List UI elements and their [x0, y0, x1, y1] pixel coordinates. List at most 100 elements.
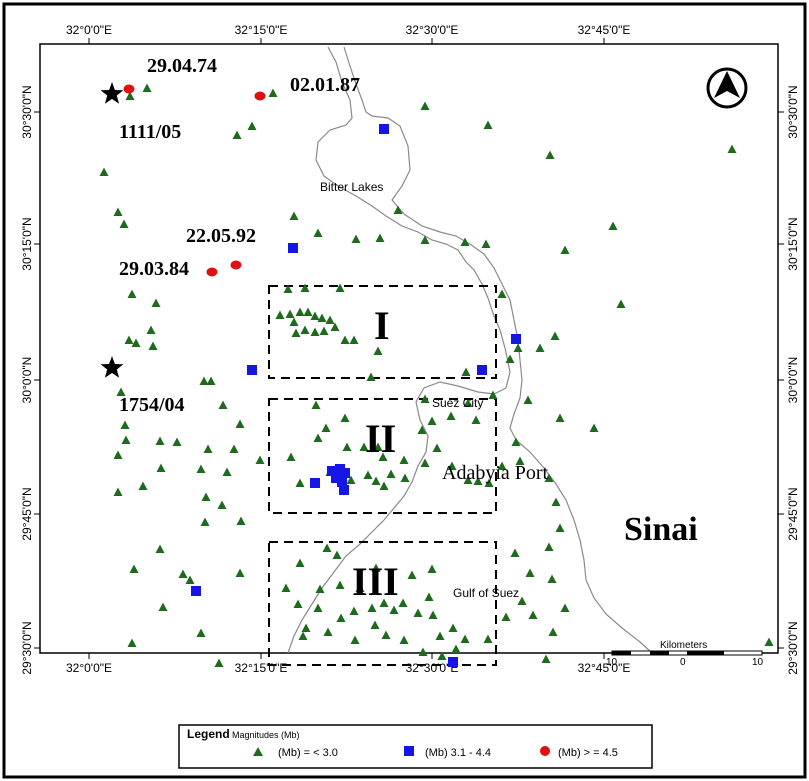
minor-event-marker: [424, 592, 434, 601]
minor-event-marker: [463, 398, 473, 407]
minor-event-marker: [325, 315, 335, 324]
minor-event-marker: [275, 310, 285, 319]
event-label-6: 1754/04: [119, 394, 185, 416]
minor-event-marker: [764, 637, 774, 646]
minor-event-marker: [525, 568, 535, 577]
minor-event-marker: [313, 603, 323, 612]
minor-event-marker: [471, 415, 481, 424]
legend-title: Legend: [187, 727, 230, 741]
scale-label-left: 10: [606, 657, 618, 668]
moderate-event-marker: [310, 478, 320, 488]
minor-event-marker: [427, 564, 437, 573]
minor-event-marker: [113, 450, 123, 459]
minor-event-marker: [483, 120, 493, 129]
label-adabyia-port: Adabyia Port: [442, 462, 549, 484]
label-bitter-lakes: Bitter Lakes: [320, 180, 383, 194]
minor-event-marker: [420, 458, 430, 467]
minor-event-marker: [217, 500, 227, 509]
minor-event-marker: [427, 416, 437, 425]
minor-event-marker: [481, 239, 491, 248]
minor-event-marker: [417, 425, 427, 434]
moderate-event-marker: [477, 365, 487, 375]
lat-left-3: 30°0'0"N: [20, 357, 34, 404]
major-event-marker: [230, 260, 242, 270]
minor-event-marker: [446, 411, 456, 420]
minor-event-marker: [99, 167, 109, 176]
minor-event-marker: [432, 443, 442, 452]
minor-event-marker: [342, 442, 352, 451]
minor-event-marker: [400, 473, 410, 482]
minor-event-marker: [155, 436, 165, 445]
scale-bar: Kilometers 10 0 10: [606, 640, 764, 668]
minor-event-marker: [232, 130, 242, 139]
minor-event-marker: [350, 635, 360, 644]
minor-event-marker: [200, 517, 210, 526]
minor-event-marker: [315, 584, 325, 593]
minor-event-marker: [379, 598, 389, 607]
minor-event-marker: [172, 437, 182, 446]
minor-event-marker: [340, 335, 350, 344]
moderate-event-marker: [511, 334, 521, 344]
minor-event-marker: [321, 423, 331, 432]
minor-event-marker: [560, 245, 570, 254]
minor-event-marker: [555, 523, 565, 532]
minor-event-marker: [201, 492, 211, 501]
minor-event-marker: [373, 442, 383, 451]
legend-subtitle: Magnitudes (Mb): [232, 730, 300, 740]
moderate-event-marker: [448, 657, 458, 667]
lat-right-5: 29°30'0"N: [786, 621, 800, 674]
minor-event-marker: [389, 605, 399, 614]
minor-event-marker: [124, 335, 134, 344]
historical-events-layer: [100, 82, 124, 378]
minor-event-marker: [214, 658, 224, 667]
minor-event-marker: [483, 634, 493, 643]
minor-event-marker: [460, 237, 470, 246]
moderate-event-marker: [379, 124, 389, 134]
minor-event-marker: [293, 599, 303, 608]
legend-circle-icon: [540, 746, 550, 756]
coastline: [287, 46, 653, 654]
minor-event-marker: [289, 211, 299, 220]
minor-event-marker: [298, 631, 308, 640]
minor-event-marker: [386, 469, 396, 478]
minor-event-marker: [131, 338, 141, 347]
minor-event-marker: [295, 558, 305, 567]
minor-event-marker: [363, 470, 373, 479]
minor-event-marker: [428, 610, 438, 619]
minor-event-marker: [349, 335, 359, 344]
minor-event-marker: [291, 328, 301, 337]
minor-event-marker: [418, 647, 428, 656]
minor-event-marker: [303, 307, 313, 316]
minor-event-marker: [420, 394, 430, 403]
event-label-1: 29.04.74: [147, 55, 217, 77]
moderate-event-marker: [339, 485, 349, 495]
minor-event-marker: [121, 435, 131, 444]
minor-event-marker: [517, 596, 527, 605]
event-label-3: 22.05.92: [186, 225, 256, 247]
minor-event-marker: [378, 452, 388, 461]
minor-event-marker: [349, 606, 359, 615]
minor-event-marker: [435, 631, 445, 640]
lat-right-4: 29°45'0"N: [786, 487, 800, 540]
minor-event-marker: [203, 444, 213, 453]
minor-event-marker: [283, 284, 293, 293]
moderate-event-marker: [288, 243, 298, 253]
moderate-events-layer: [191, 124, 521, 667]
minor-event-marker: [196, 464, 206, 473]
minor-event-marker: [560, 603, 570, 612]
zone-label-1: I: [374, 303, 390, 348]
minor-event-marker: [355, 583, 365, 592]
minor-event-marker: [127, 638, 137, 647]
major-event-marker: [254, 91, 266, 101]
minor-event-marker: [300, 283, 310, 292]
minor-event-marker: [370, 620, 380, 629]
minor-event-marker: [448, 623, 458, 632]
graticule-ticks: [34, 38, 784, 659]
minor-event-marker: [317, 313, 327, 322]
minor-event-marker: [351, 234, 361, 243]
major-events-layer: [123, 84, 266, 277]
moderate-event-marker: [337, 477, 347, 487]
minor-event-marker: [332, 550, 342, 559]
major-event-marker: [206, 267, 218, 277]
lon-bottom-4: 32°45'0"E: [578, 661, 631, 675]
